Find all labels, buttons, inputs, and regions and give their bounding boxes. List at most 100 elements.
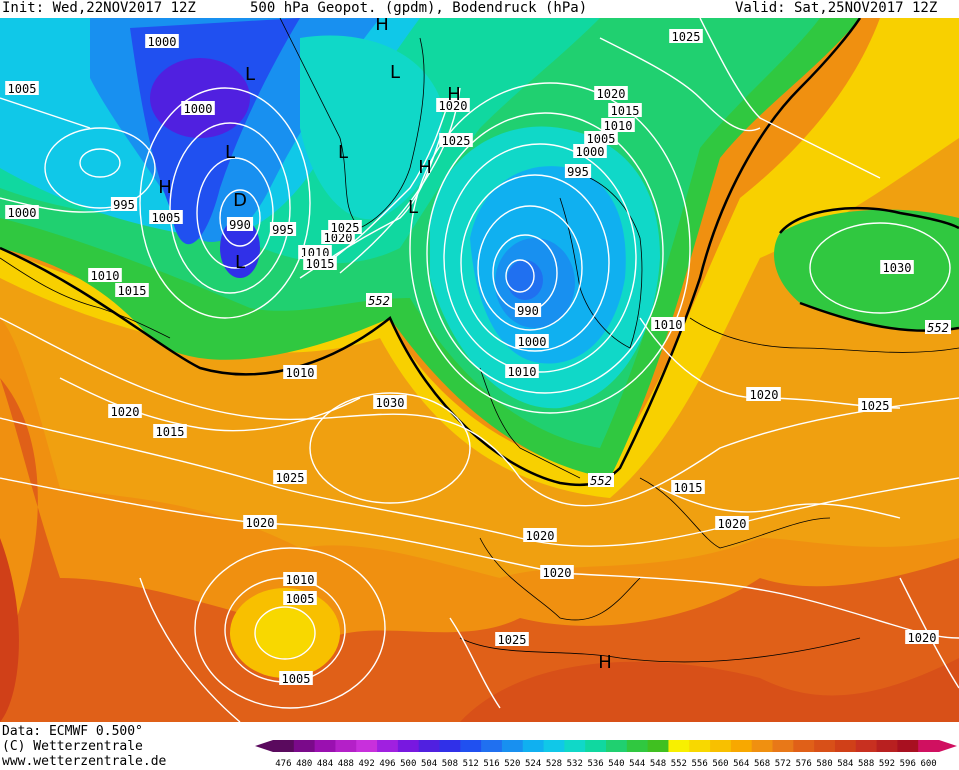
- high-core-inner: [255, 608, 315, 658]
- isobar-label-bg: [279, 671, 313, 685]
- isobar-label-bg: [505, 364, 539, 378]
- isobar-ring: [196, 157, 274, 269]
- legend-tick-label: 500: [400, 759, 416, 769]
- isobar-label: 1020: [908, 631, 937, 645]
- legend-swatch: [751, 740, 773, 752]
- isobar-label: 990: [517, 304, 539, 318]
- isobar-line: [59, 377, 361, 432]
- isobar-label: 1015: [674, 481, 703, 495]
- legend-tick-label: 536: [587, 759, 603, 769]
- legend-swatch: [689, 740, 711, 752]
- isobar-label-bg: [715, 516, 749, 530]
- valid-time: Valid: Sat,25NOV2017 12Z: [735, 0, 938, 16]
- vortex-core: [150, 58, 250, 138]
- isobar-label-bg: [608, 103, 642, 117]
- legend-swatch: [647, 740, 669, 752]
- legend-swatch: [522, 740, 545, 752]
- legend-tick-label: 556: [692, 759, 708, 769]
- isobar-label-bg: [601, 118, 635, 132]
- init-time: Init: Wed,22NOV2017 12Z: [2, 0, 196, 16]
- legend-tick-label: 576: [796, 759, 812, 769]
- isobar-label-bg: [153, 424, 187, 438]
- legend-tick-label: 508: [442, 759, 458, 769]
- legend-tick-label: 540: [608, 759, 624, 769]
- iberia-coast: [479, 537, 641, 621]
- map-footer: Data: ECMWF 0.500° (C) Wetterzentrale ww…: [0, 722, 959, 770]
- geopot-552-line: [0, 18, 862, 487]
- isobar-line: [599, 37, 761, 132]
- isobar-label-bg: [283, 365, 317, 379]
- isobar-label-bg: [905, 630, 939, 644]
- low-pressure-marker: L: [235, 252, 245, 273]
- isobar-label: 995: [113, 198, 135, 212]
- legend-swatch: [501, 740, 524, 752]
- isobar-label-bg: [110, 197, 138, 211]
- isobar-label: 995: [272, 223, 294, 237]
- legend-swatch: [335, 740, 357, 752]
- legend-tick-label: 520: [504, 759, 520, 769]
- legend-swatch: [606, 740, 628, 752]
- data-source: Data: ECMWF 0.500°: [2, 724, 143, 739]
- legend-swatch: [356, 740, 378, 752]
- isobar-ring: [219, 189, 261, 247]
- legend-swatch: [314, 740, 336, 752]
- russia-coast: [689, 317, 959, 353]
- high-pressure-marker: H: [447, 84, 461, 105]
- isobar-label: 1020: [543, 566, 572, 580]
- isobar-label-bg: [88, 268, 122, 282]
- isobar-label-bg: [269, 222, 297, 236]
- high-pressure-marker: H: [418, 157, 432, 178]
- legend-swatch: [730, 740, 753, 752]
- legend-swatch: [793, 740, 815, 752]
- legend-swatch: [710, 740, 732, 752]
- isobar-ring: [44, 127, 156, 209]
- legend-swatch: [273, 740, 295, 752]
- isobar-ring: [169, 122, 291, 294]
- isobar-label-bg: [564, 164, 592, 178]
- canada-coast: [0, 257, 171, 339]
- isobar-label: 1000: [148, 35, 177, 49]
- legend-tick-label: 488: [338, 759, 354, 769]
- legend-swatch: [460, 740, 482, 752]
- legend-tick-label: 484: [317, 759, 333, 769]
- high-pressure-marker: H: [158, 177, 172, 198]
- isobar-label-bg: [858, 398, 892, 412]
- isobar-ring: [254, 606, 316, 660]
- isobar-ring: [79, 148, 121, 178]
- legend-tick-label: 496: [379, 759, 395, 769]
- isobar-label: 1010: [91, 269, 120, 283]
- isobar-label-bg: [5, 205, 39, 219]
- isobar-label: 1005: [286, 592, 315, 606]
- isobar-label-bg: [671, 480, 705, 494]
- geopot-label-bg: [925, 320, 951, 334]
- isobar-label-bg: [436, 98, 470, 112]
- isobar-label-bg: [495, 632, 529, 646]
- isobar-label: 1000: [8, 206, 37, 220]
- legend-ticks: 476 480 484 488 492 496 500 504 508 512 516 520 524 5…: [275, 759, 936, 769]
- legend-tick-label: 592: [879, 759, 895, 769]
- isobar-label-bg: [5, 81, 39, 95]
- isobar-label: 1010: [654, 318, 683, 332]
- mediterranean-coast: [639, 477, 831, 549]
- legend-swatch: [772, 740, 794, 752]
- isobar-label: 1010: [508, 365, 537, 379]
- legend-arrow-right: [939, 740, 957, 752]
- isobar-label-bg: [328, 220, 362, 234]
- low-pressure-marker: L: [245, 64, 255, 85]
- legend-tick-label: 532: [567, 759, 583, 769]
- legend-tick-label: 588: [858, 759, 874, 769]
- isobar-label-bg: [669, 29, 703, 43]
- geopot-552-east: [779, 206, 959, 234]
- legend-tick-label: 560: [712, 759, 728, 769]
- legend-tick-label: 600: [920, 759, 936, 769]
- isobar-label: 1010: [604, 119, 633, 133]
- isobar-label-bg: [283, 591, 317, 605]
- legend-swatch: [397, 740, 420, 752]
- isobar-ring: [409, 82, 691, 414]
- isobar-label: 1015: [156, 425, 185, 439]
- legend-tick-label: 564: [733, 759, 749, 769]
- high-pressure-marker: H: [598, 652, 612, 673]
- legend-tick-label: 544: [629, 759, 645, 769]
